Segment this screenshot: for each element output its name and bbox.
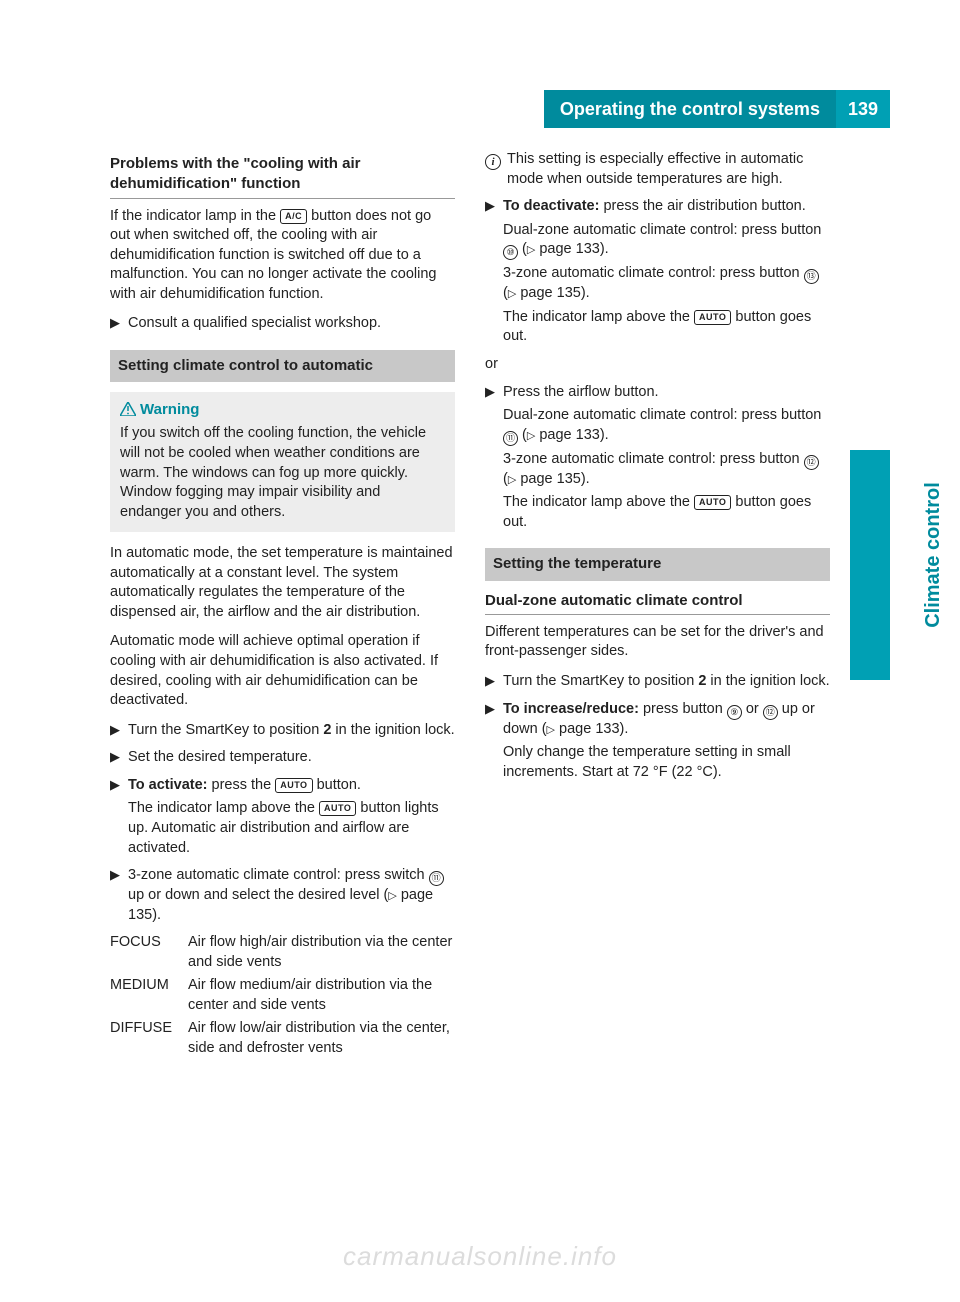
paragraph: Automatic mode will achieve optimal oper… xyxy=(110,632,455,710)
definition-row: DIFFUSE Air flow low/air distribution vi… xyxy=(110,1019,455,1058)
ref-icon: ⑫ xyxy=(763,705,778,720)
step-marker-icon: ▶ xyxy=(110,748,128,768)
definition-desc: Air flow medium/air distribution via the… xyxy=(188,976,455,1015)
auto-button-icon: AUTO xyxy=(694,495,731,510)
definition-term: FOCUS xyxy=(110,933,188,972)
step-item: ▶ To deactivate: press the air distribut… xyxy=(485,197,830,347)
content-columns: Problems with the "cooling with air dehu… xyxy=(110,150,830,1063)
auto-button-icon: AUTO xyxy=(694,310,731,325)
step-marker-icon: ▶ xyxy=(110,866,128,925)
warning-box: Warning If you switch off the cooling fu… xyxy=(110,392,455,532)
ref-icon: ⑪ xyxy=(503,431,518,446)
step-marker-icon: ▶ xyxy=(110,721,128,741)
step-text: Set the desired temperature. xyxy=(128,748,455,768)
info-icon: i xyxy=(485,150,507,189)
step-text: Press the airflow button. Dual-zone auto… xyxy=(503,383,830,533)
paragraph: Different temperatures can be set for th… xyxy=(485,623,830,662)
side-label: Climate control xyxy=(922,440,945,670)
definition-row: FOCUS Air flow high/air distribution via… xyxy=(110,933,455,972)
warning-header: Warning xyxy=(120,400,445,420)
heading-dualzone: Dual-zone automatic climate control xyxy=(485,591,830,615)
step-item: ▶ To activate: press the AUTO button. Th… xyxy=(110,776,455,858)
step-item: ▶ Turn the SmartKey to position 2 in the… xyxy=(485,672,830,692)
step-item: ▶ Consult a qualified specialist worksho… xyxy=(110,314,455,334)
step-text: Turn the SmartKey to position 2 in the i… xyxy=(503,672,830,692)
auto-button-icon: AUTO xyxy=(275,778,312,793)
step-marker-icon: ▶ xyxy=(485,672,503,692)
header-title: Operating the control systems xyxy=(544,90,836,128)
step-item: ▶ Press the airflow button. Dual-zone au… xyxy=(485,383,830,533)
definition-desc: Air flow low/air distribution via the ce… xyxy=(188,1019,455,1058)
warning-triangle-icon xyxy=(120,402,136,416)
paragraph: In automatic mode, the set temperature i… xyxy=(110,544,455,622)
definition-list: FOCUS Air flow high/air distribution via… xyxy=(110,933,455,1058)
step-text: Turn the SmartKey to position 2 in the i… xyxy=(128,721,455,741)
step-text: 3-zone automatic climate control: press … xyxy=(128,866,455,925)
info-note: i This setting is especially effective i… xyxy=(485,150,830,189)
ref-icon: ⑫ xyxy=(804,455,819,470)
ref-icon: ⑨ xyxy=(727,705,742,720)
ref-icon: ⑪ xyxy=(429,871,444,886)
manual-page: Operating the control systems 139 Climat… xyxy=(0,0,960,1302)
text: If the indicator lamp in the xyxy=(110,208,280,224)
definition-term: MEDIUM xyxy=(110,976,188,1015)
heading-problems: Problems with the "cooling with air dehu… xyxy=(110,154,455,199)
page-number: 139 xyxy=(836,90,890,128)
step-text: Consult a qualified specialist workshop. xyxy=(128,314,455,334)
info-text: This setting is especially effective in … xyxy=(507,150,830,189)
ac-button-icon: A/C xyxy=(280,209,307,224)
step-text: To activate: press the AUTO button. The … xyxy=(128,776,455,858)
step-text: To increase/reduce: press button ⑨ or ⑫ … xyxy=(503,700,830,783)
paragraph: If the indicator lamp in the A/C button … xyxy=(110,207,455,305)
step-item: ▶ To increase/reduce: press button ⑨ or … xyxy=(485,700,830,783)
xref-icon: ▷ xyxy=(547,724,555,736)
step-marker-icon: ▶ xyxy=(110,776,128,858)
step-item: ▶ Turn the SmartKey to position 2 in the… xyxy=(110,721,455,741)
ref-icon: ⑬ xyxy=(804,269,819,284)
warning-title: Warning xyxy=(140,401,199,418)
step-item: ▶ 3-zone automatic climate control: pres… xyxy=(110,866,455,925)
right-column: i This setting is especially effective i… xyxy=(485,150,830,1063)
step-marker-icon: ▶ xyxy=(110,314,128,334)
ref-icon: ⑩ xyxy=(503,245,518,260)
step-marker-icon: ▶ xyxy=(485,383,503,533)
xref-icon: ▷ xyxy=(388,890,396,902)
definition-row: MEDIUM Air flow medium/air distribution … xyxy=(110,976,455,1015)
auto-button-icon: AUTO xyxy=(319,801,356,816)
section-heading-temperature: Setting the temperature xyxy=(485,548,830,580)
or-separator: or xyxy=(485,355,830,375)
watermark: carmanualsonline.info xyxy=(0,1241,960,1272)
step-item: ▶ Set the desired temperature. xyxy=(110,748,455,768)
section-heading-automatic: Setting climate control to automatic xyxy=(110,350,455,382)
step-text: To deactivate: press the air distributio… xyxy=(503,197,830,347)
step-marker-icon: ▶ xyxy=(485,197,503,347)
left-column: Problems with the "cooling with air dehu… xyxy=(110,150,455,1063)
side-tab xyxy=(850,450,890,680)
step-marker-icon: ▶ xyxy=(485,700,503,783)
page-header: Operating the control systems 139 xyxy=(544,90,890,128)
definition-term: DIFFUSE xyxy=(110,1019,188,1058)
warning-body: If you switch off the cooling function, … xyxy=(120,424,445,522)
definition-desc: Air flow high/air distribution via the c… xyxy=(188,933,455,972)
